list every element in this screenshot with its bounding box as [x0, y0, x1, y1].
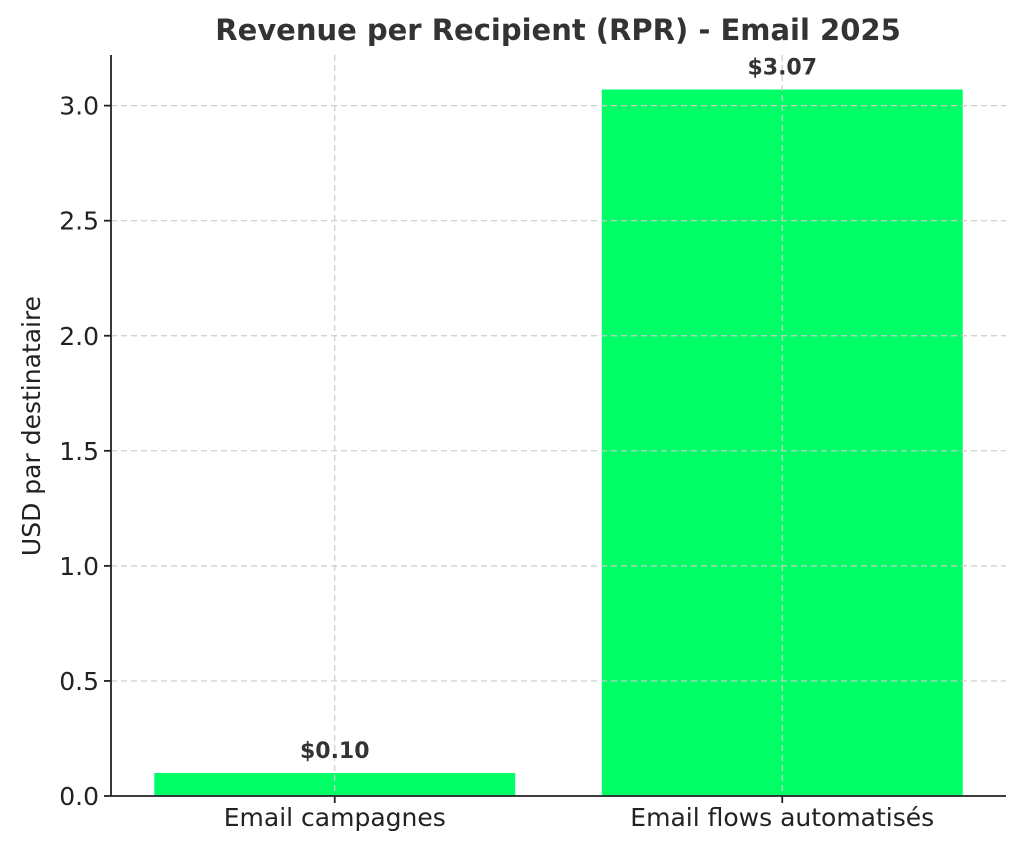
y-tick-label: 3.0	[59, 92, 99, 121]
x-axis-ticks: Email campagnes Email flows automatisés	[224, 796, 934, 832]
chart-title: Revenue per Recipient (RPR) - Email 2025	[215, 13, 901, 47]
y-tick-label: 2.5	[59, 207, 99, 236]
y-tick-label: 0.0	[59, 782, 99, 811]
y-tick-label: 1.5	[59, 437, 99, 466]
bar	[154, 772, 516, 796]
data-labels: $0.10 $3.07	[300, 56, 817, 764]
y-axis-label: USD par destinataire	[17, 296, 46, 556]
y-axis-ticks: 0.0 0.5 1.0 1.5 2.0 2.5 3.0	[59, 92, 111, 811]
x-tick-label: Email flows automatisés	[630, 803, 934, 832]
bar-data-label: $0.10	[300, 739, 370, 764]
y-tick-label: 1.0	[59, 552, 99, 581]
bars	[154, 89, 963, 797]
x-tick-label: Email campagnes	[224, 803, 446, 832]
y-tick-label: 2.0	[59, 322, 99, 351]
y-tick-label: 0.5	[59, 667, 99, 696]
bar-data-label: $3.07	[747, 56, 817, 81]
